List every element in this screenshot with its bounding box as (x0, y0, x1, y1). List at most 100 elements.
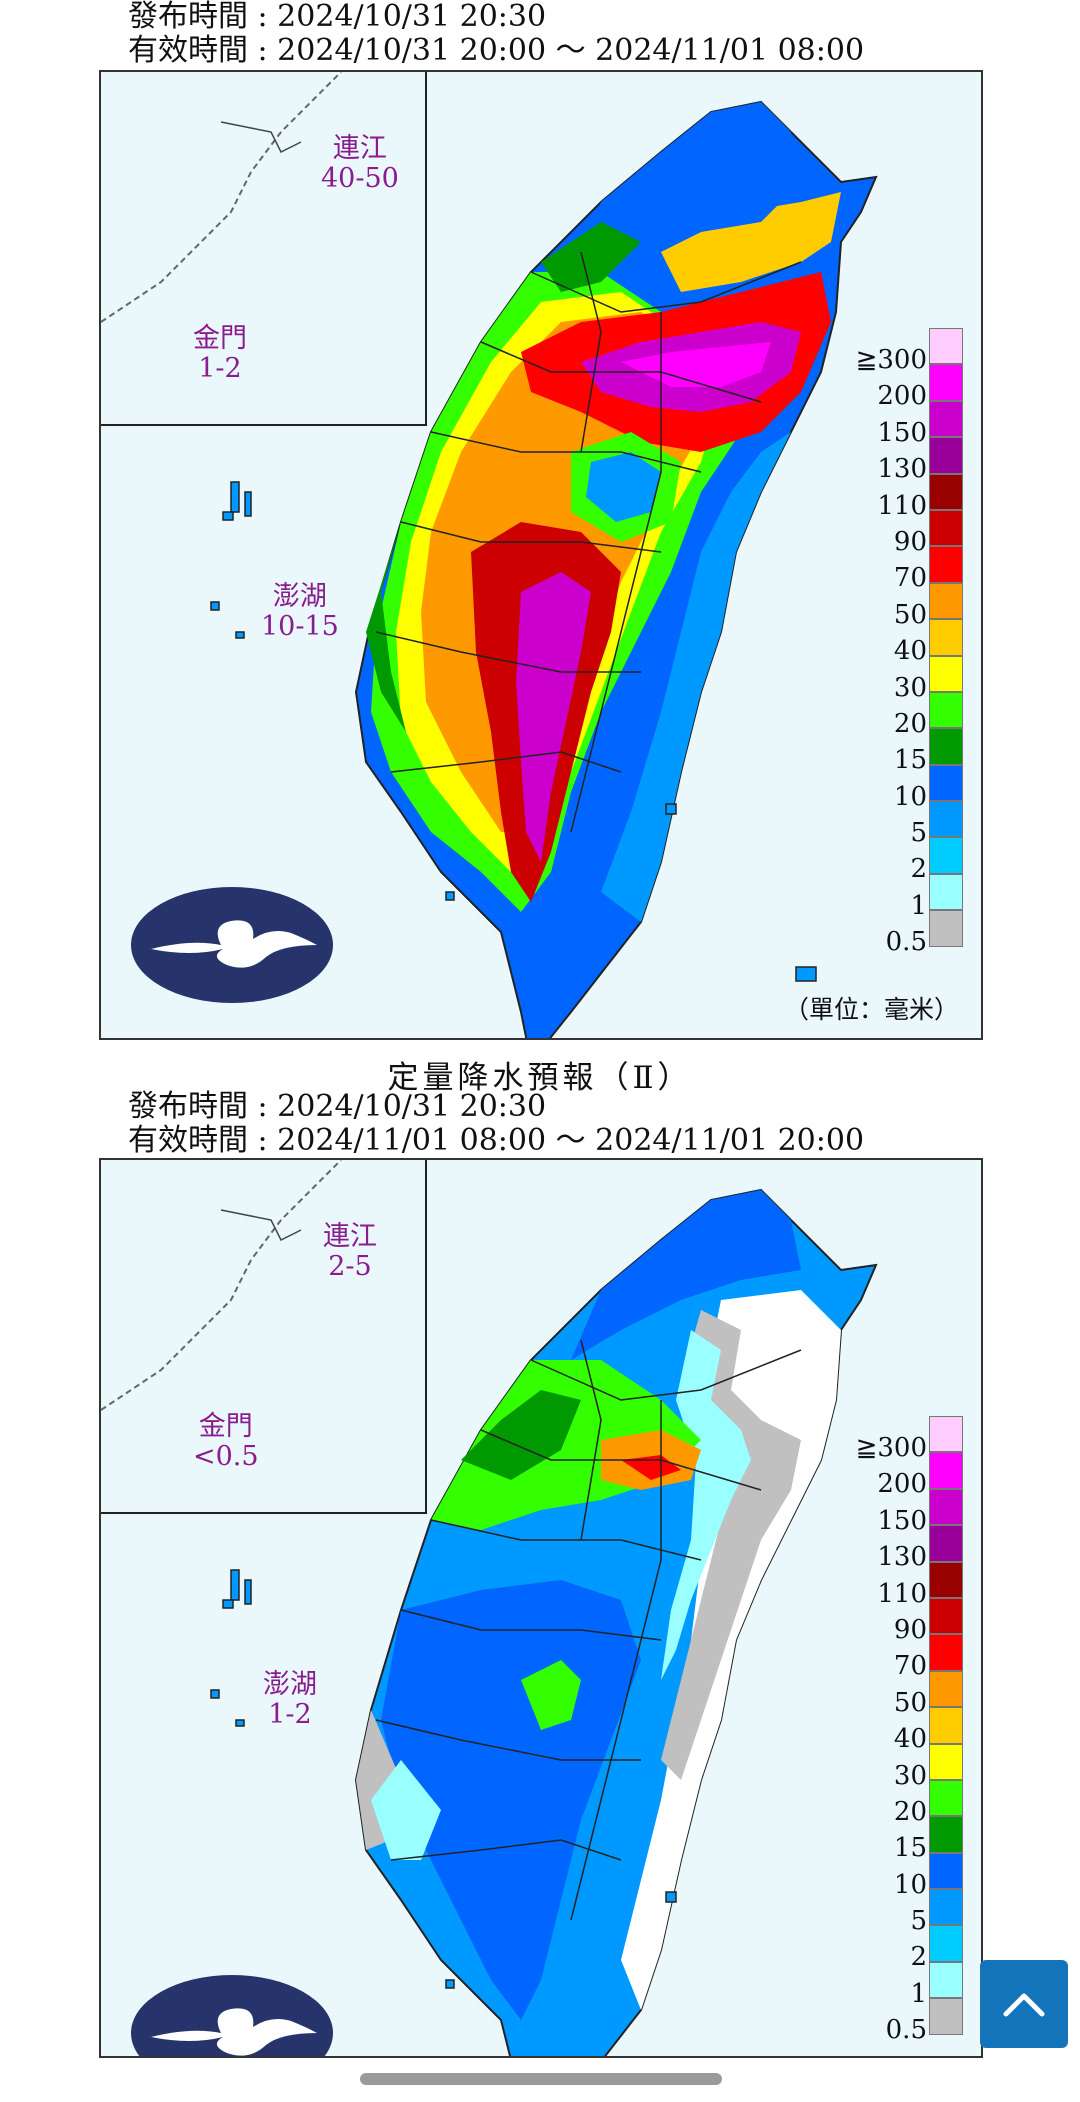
legend-swatch (929, 1998, 963, 2035)
legend-label: 5 (910, 1906, 927, 1937)
legend-swatch (929, 655, 963, 692)
legend-swatch (929, 619, 963, 656)
legend-labels-1: ≧300 200 150 130 110 90 70 50 40 30 20 15 10 5 2 1 0.5 (851, 342, 927, 961)
legend-label: 150 (877, 1505, 927, 1536)
legend-swatches-2 (929, 1416, 963, 2035)
rainfall-map-2: 連江 2-5 金門 <0.5 澎湖 1-2 ≧300 200 150 130 110 90… (99, 1158, 983, 2058)
legend-swatch (929, 764, 963, 802)
legend-swatch (929, 582, 963, 620)
legend-label: 130 (877, 454, 927, 485)
logo-swirl-icon (151, 920, 317, 968)
legend-swatch (929, 473, 963, 510)
legend-label: 30 (893, 672, 927, 703)
legend-swatch (929, 728, 963, 765)
legend-label: 200 (877, 381, 927, 412)
chevron-up-icon (1003, 1993, 1045, 2017)
unit-label: （單位：毫米） (783, 995, 959, 1024)
legend-label: 5 (910, 818, 927, 849)
legend-swatch (929, 1743, 963, 1780)
legend-swatch (929, 509, 963, 547)
legend-label: 150 (877, 417, 927, 448)
legend-label: 40 (893, 1724, 927, 1755)
legend-label: 0.5 (885, 927, 927, 958)
legend-label: 20 (893, 708, 927, 739)
legend-swatch (929, 1634, 963, 1671)
legend-label: ≧300 (855, 345, 927, 375)
legend-labels-2: ≧300 200 150 130 110 90 70 50 40 30 20 15 10 5 2 1 0.5 (851, 1430, 927, 2049)
kinmen-value-1: 1-2 (198, 353, 242, 384)
legend-label: 2 (910, 1942, 927, 1973)
legend-label: 15 (893, 1833, 927, 1864)
legend-swatch (929, 400, 963, 438)
legend-label: 1 (910, 1978, 927, 2009)
penghu-value-2: 1-2 (268, 1699, 312, 1730)
legend-swatch (929, 1816, 963, 1853)
legend-swatch (929, 1707, 963, 1744)
legend-label: 110 (877, 1578, 927, 1609)
cwa-logo (131, 887, 333, 1003)
home-indicator[interactable] (360, 2073, 722, 2085)
legend-swatch (929, 1561, 963, 1598)
outlying-islands-inset-1: 連江 40-50 金門 1-2 (101, 72, 427, 426)
legend-swatch (929, 437, 963, 474)
legend-label: 20 (893, 1796, 927, 1827)
legend-label: 40 (893, 636, 927, 667)
legend-swatch (929, 910, 963, 947)
legend-label: 200 (877, 1469, 927, 1500)
coastline-svg-2 (101, 1160, 342, 1411)
rainfall-map-1: 連江 40-50 金門 1-2 澎湖 10-15 ≧300 200 150 130 11… (99, 70, 983, 1040)
legend-swatch (929, 1925, 963, 1962)
forecast-title-2: 定量降水預報（Ⅱ） (387, 1060, 693, 1096)
penghu-name-2: 澎湖 (263, 1669, 317, 1700)
lienchiang-value-2: 2-5 (328, 1251, 372, 1282)
lienchiang-value-1: 40-50 (321, 163, 399, 194)
legend-label: 10 (893, 781, 927, 812)
legend-label: 15 (893, 745, 927, 776)
valid-time-2: 有效時間 : 2024/11/01 08:00 ～ 2024/11/01 20:… (128, 1123, 865, 1158)
legend-label: ≧300 (855, 1433, 927, 1463)
legend-label: 0.5 (885, 2015, 927, 2046)
legend-swatch (929, 1852, 963, 1890)
legend-swatch (929, 1889, 963, 1926)
legend-label: 110 (877, 490, 927, 521)
logo-swirl-icon (151, 2008, 317, 2056)
scroll-to-top-button[interactable] (980, 1960, 1068, 2048)
legend-swatch (929, 328, 963, 365)
legend-label: 90 (893, 526, 927, 557)
legend-swatch (929, 1452, 963, 1489)
legend-label: 70 (893, 563, 927, 594)
outlying-islands-inset-2: 連江 2-5 金門 <0.5 (101, 1160, 427, 1514)
legend-label: 50 (893, 1687, 927, 1718)
legend-swatch (929, 1670, 963, 1708)
legend-swatch (929, 1488, 963, 1526)
legend-label: 70 (893, 1651, 927, 1682)
lienchiang-name-1: 連江 (332, 133, 387, 164)
legend-label: 1 (910, 890, 927, 921)
legend-label: 10 (893, 1869, 927, 1900)
penghu-value-1: 10-15 (261, 611, 339, 642)
legend-swatch (929, 1961, 963, 1999)
issue-time-2: 發布時間 : 2024/10/31 20:30 (128, 1089, 547, 1124)
legend-swatch (929, 1597, 963, 1635)
legend-label: 50 (893, 599, 927, 630)
lienchiang-name-2: 連江 (323, 1221, 377, 1252)
cwa-logo-2 (131, 1975, 333, 2056)
taiwan-rainfall-svg-1 (210, 100, 878, 1038)
legend-swatches-1 (929, 328, 963, 947)
legend-swatch (929, 364, 963, 401)
legend-swatch (929, 801, 963, 838)
legend-swatch (929, 1525, 963, 1562)
kinmen-name-1: 金門 (193, 323, 247, 354)
coastline-svg-1 (101, 72, 342, 323)
legend-swatch (929, 1416, 963, 1453)
legend-label: 30 (893, 1760, 927, 1791)
legend-swatch (929, 691, 963, 729)
legend-label: 90 (893, 1614, 927, 1645)
legend-swatch (929, 546, 963, 583)
kinmen-name-2: 金門 (198, 1411, 253, 1442)
issue-time-1: 發布時間 : 2024/10/31 20:30 (128, 0, 547, 34)
legend-label: 130 (877, 1542, 927, 1573)
legend-label: 2 (910, 854, 927, 885)
taiwan-rainfall-svg-2 (210, 1188, 878, 2056)
kinmen-value-2: <0.5 (193, 1441, 259, 1472)
